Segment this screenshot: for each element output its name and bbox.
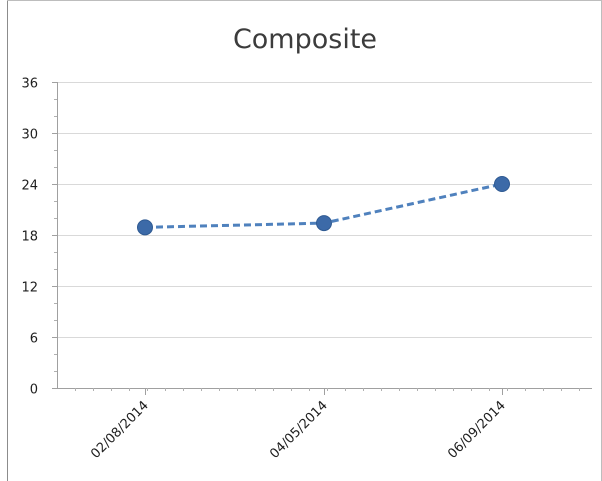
x-tick-label-2: 06/09/2014	[445, 398, 509, 462]
x-tick-label-1: 04/05/2014	[267, 398, 331, 462]
y-tick-label-24: 24	[21, 179, 38, 194]
frame-top-border	[7, 0, 602, 1]
y-tick-label-6: 6	[30, 332, 38, 347]
y-tick-label-0: 0	[30, 383, 38, 398]
y-tick-label-36: 36	[21, 77, 38, 92]
y-tick-label-18: 18	[21, 230, 38, 245]
y-tick-label-30: 30	[21, 128, 38, 143]
y-tick-label-12: 12	[21, 281, 38, 296]
frame-left-border	[7, 0, 8, 481]
data-point-0	[137, 219, 153, 236]
data-point-1	[316, 215, 332, 232]
x-tick-label-0: 02/08/2014	[88, 398, 152, 462]
chart-title: Composite	[232, 24, 378, 55]
data-point-2	[494, 176, 510, 192]
